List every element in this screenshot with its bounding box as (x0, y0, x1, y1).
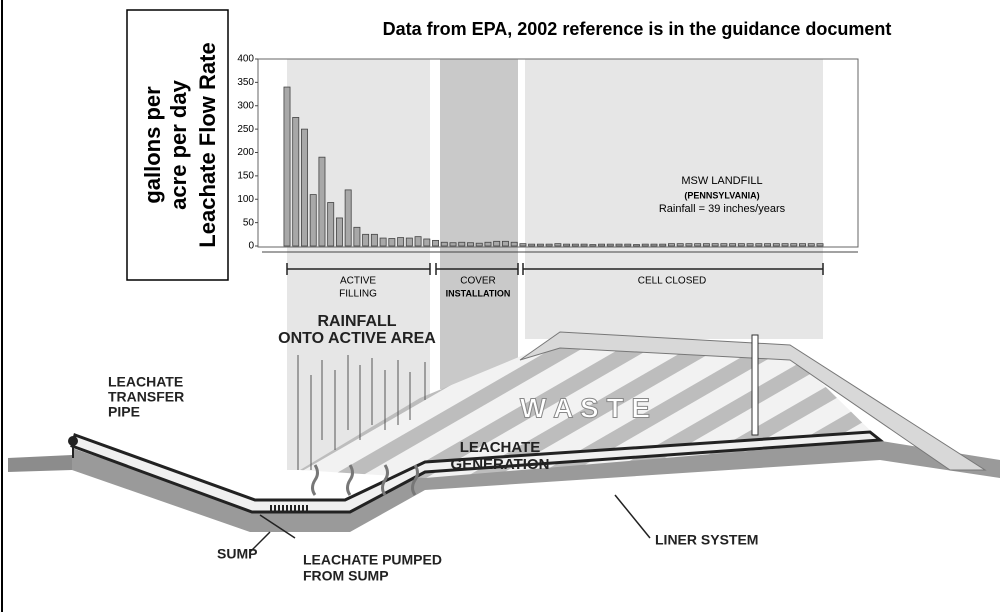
bar (730, 244, 736, 246)
bar (765, 244, 771, 246)
bar (284, 87, 290, 246)
y-tick-label: 300 (237, 100, 254, 111)
bar (494, 241, 500, 246)
y-tick-label: 100 (237, 194, 254, 205)
bar (791, 244, 797, 246)
bar (773, 244, 779, 246)
bar (380, 238, 386, 246)
bar (721, 244, 727, 246)
bar (738, 244, 744, 246)
diagram-label: PIPE (108, 404, 140, 420)
bar (686, 244, 692, 246)
diagram-label: ONTO ACTIVE AREA (278, 330, 436, 347)
y-axis-label: Leachate Flow Rate (195, 42, 220, 247)
bar (511, 242, 517, 246)
bar (668, 244, 674, 246)
bar (564, 244, 570, 246)
bar (607, 244, 613, 246)
bar (695, 244, 701, 246)
bar (651, 244, 657, 246)
bar (633, 245, 639, 246)
bar (529, 244, 535, 246)
y-tick-label: 350 (237, 77, 254, 88)
y-tick-label: 0 (248, 241, 254, 252)
bar (598, 244, 604, 246)
chart-title: Data from EPA, 2002 reference is in the … (383, 19, 892, 39)
annotation: (PENNSYLVANIA) (684, 190, 759, 200)
bar (310, 195, 316, 246)
bar (817, 244, 823, 246)
page: Leachate Flow Rate gallons per acre per … (0, 0, 1005, 612)
bar (450, 243, 456, 246)
phase-label: CELL CLOSED (638, 276, 707, 287)
phase-label: ACTIVE (340, 276, 376, 287)
bar (756, 244, 762, 246)
bar (555, 244, 561, 246)
bar (424, 239, 430, 246)
y-tick-label: 200 (237, 147, 254, 158)
bar (345, 190, 351, 246)
diagram-label: GENERATION (451, 456, 550, 473)
bar (467, 243, 473, 246)
bar (363, 234, 369, 246)
annotation: MSW LANDFILL (681, 175, 762, 187)
bar (520, 244, 526, 246)
bar (677, 244, 683, 246)
bar (476, 243, 482, 246)
y-tick-label: 50 (243, 217, 255, 228)
phase-label: FILLING (339, 289, 377, 300)
bar (371, 234, 377, 246)
bar (354, 227, 360, 246)
bar (546, 244, 552, 246)
annotation: Rainfall = 39 inches/years (659, 203, 786, 215)
diagram-label: LEACHATE (460, 439, 541, 456)
diagram-label: SUMP (217, 546, 257, 562)
bar (301, 129, 307, 246)
bar (581, 244, 587, 246)
bar (747, 244, 753, 246)
diagram-label: FROM SUMP (303, 568, 389, 584)
bar (293, 117, 299, 246)
phase-label: COVER (460, 276, 496, 287)
bar (441, 242, 447, 246)
bar (459, 242, 465, 246)
bar (625, 244, 631, 246)
bar (432, 240, 438, 246)
bar (782, 244, 788, 246)
bar (319, 157, 325, 246)
y-axis-unit: gallons per (140, 86, 165, 204)
waste-label: W A S T E (520, 392, 650, 423)
bar (616, 244, 622, 246)
bar (590, 245, 596, 246)
bar (799, 244, 805, 246)
bar (485, 242, 491, 246)
bar (328, 203, 334, 246)
diagram-label: TRANSFER (108, 389, 184, 405)
y-axis-unit: acre per day (166, 79, 191, 209)
bar (642, 244, 648, 246)
diagram-label: RAINFALL (317, 313, 396, 330)
bar (712, 244, 718, 246)
bar (703, 244, 709, 246)
bar (502, 241, 508, 246)
bar (537, 244, 543, 246)
bar (336, 218, 342, 246)
bar (415, 237, 421, 246)
phase-label: INSTALLATION (446, 288, 511, 298)
y-tick-label: 250 (237, 124, 254, 135)
bar (808, 244, 814, 246)
diagram-label: LINER SYSTEM (655, 532, 758, 548)
bar (398, 238, 404, 246)
y-tick-label: 400 (237, 54, 254, 65)
bar (572, 244, 578, 246)
bar (660, 244, 666, 246)
diagram-label: LEACHATE (108, 374, 183, 390)
bar (406, 238, 412, 246)
y-tick-label: 150 (237, 171, 254, 182)
diagram-label: LEACHATE PUMPED (303, 552, 442, 568)
bar (389, 239, 395, 246)
phase-shade (440, 59, 518, 389)
phase-shade (525, 59, 823, 339)
